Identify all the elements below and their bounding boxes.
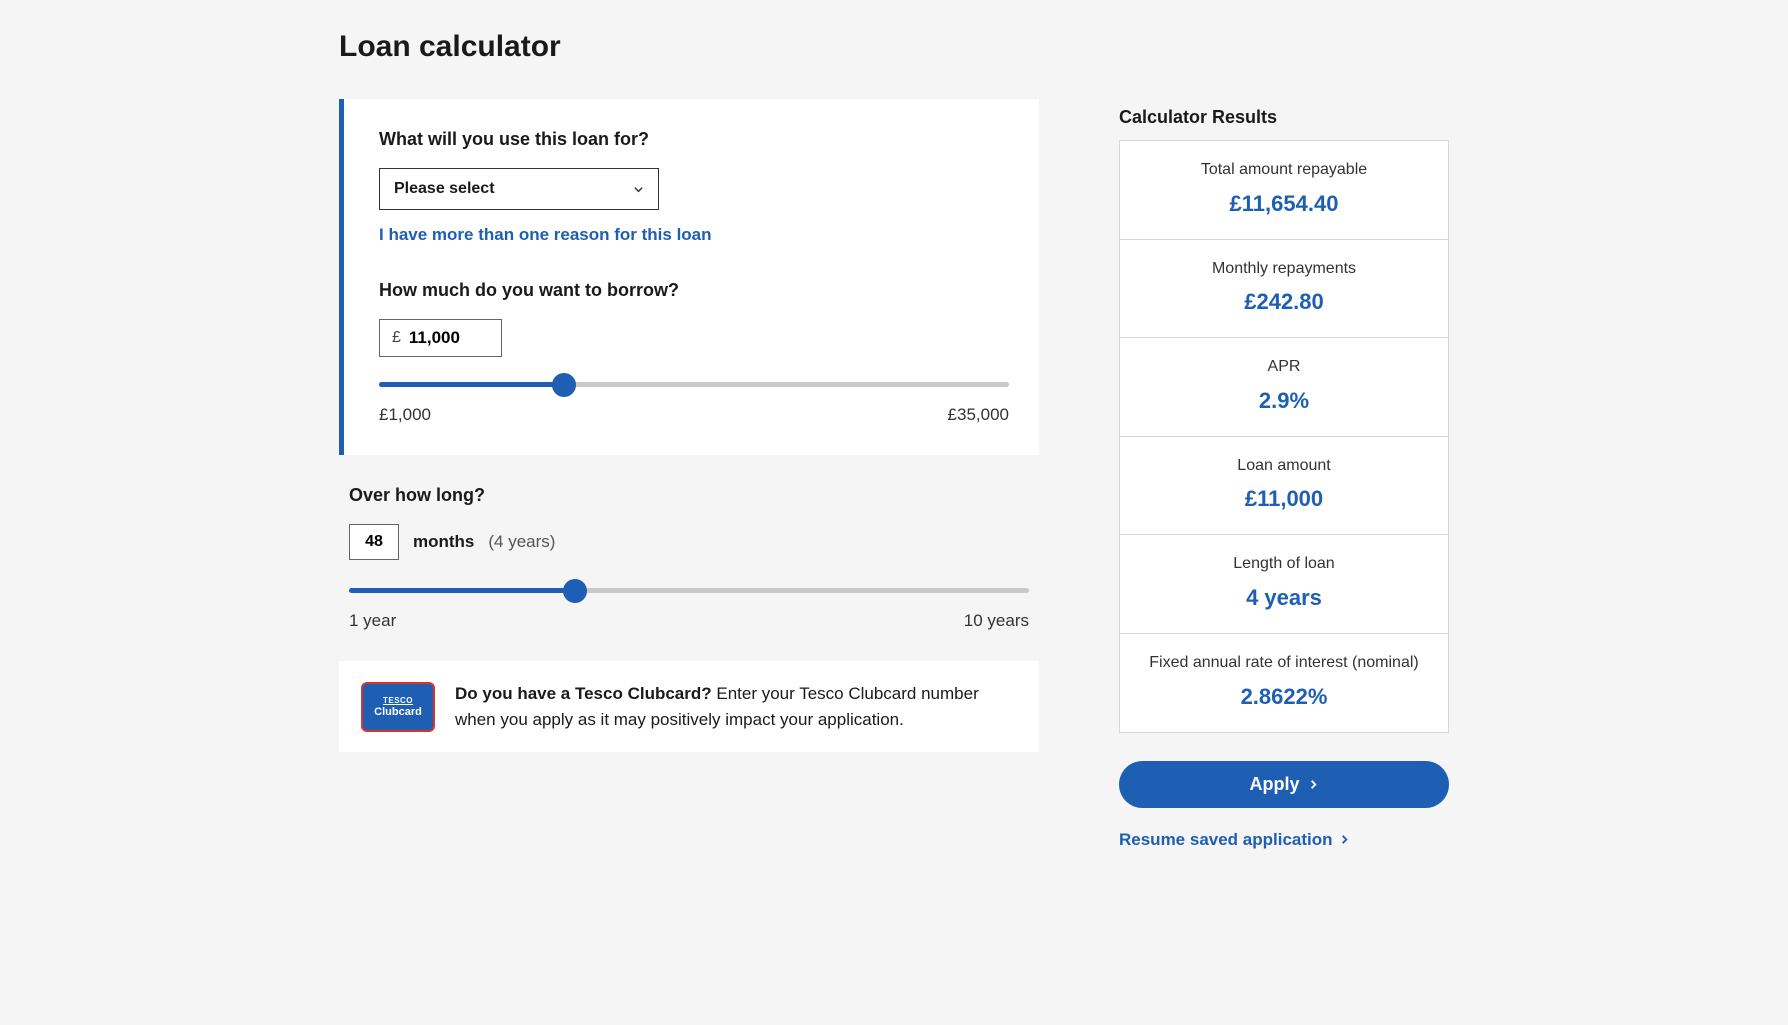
term-years-label: (4 years) bbox=[488, 532, 555, 552]
page-title: Loan calculator bbox=[339, 30, 1449, 64]
amount-label: How much do you want to borrow? bbox=[379, 280, 1009, 301]
term-months-input[interactable] bbox=[349, 524, 399, 560]
clubcard-badge-line2: Clubcard bbox=[374, 706, 422, 718]
loan-purpose-selected: Please select bbox=[394, 180, 495, 198]
clubcard-badge-line1: TESCO bbox=[383, 696, 413, 705]
amount-slider-max: £35,000 bbox=[948, 405, 1009, 425]
amount-slider-labels: £1,000 £35,000 bbox=[379, 405, 1009, 425]
result-loan-amount: Loan amount £11,000 bbox=[1120, 437, 1448, 536]
term-slider-max: 10 years bbox=[964, 611, 1029, 631]
loan-purpose-label: What will you use this loan for? bbox=[379, 129, 1009, 150]
results-heading: Calculator Results bbox=[1119, 107, 1449, 128]
term-label: Over how long? bbox=[349, 485, 1029, 506]
term-slider-min: 1 year bbox=[349, 611, 396, 631]
amount-input-wrapper: £ bbox=[379, 319, 502, 357]
currency-symbol: £ bbox=[392, 329, 401, 347]
term-slider-thumb[interactable] bbox=[563, 579, 587, 603]
term-slider[interactable] bbox=[349, 588, 1029, 593]
apply-label: Apply bbox=[1249, 774, 1299, 795]
chevron-right-icon bbox=[1339, 834, 1350, 845]
results-box: Total amount repayable £11,654.40 Monthl… bbox=[1119, 140, 1449, 733]
term-unit-label: months bbox=[413, 532, 474, 552]
chevron-right-icon bbox=[1308, 779, 1319, 790]
loan-inputs-card: What will you use this loan for? Please … bbox=[339, 99, 1039, 455]
clubcard-text: Do you have a Tesco Clubcard? Enter your… bbox=[455, 681, 1017, 732]
term-slider-labels: 1 year 10 years bbox=[349, 611, 1029, 631]
amount-slider-thumb[interactable] bbox=[552, 373, 576, 397]
term-slider-fill bbox=[349, 588, 575, 593]
amount-slider-fill bbox=[379, 382, 564, 387]
loan-purpose-select[interactable]: Please select bbox=[379, 168, 659, 210]
apply-button[interactable]: Apply bbox=[1119, 761, 1449, 808]
result-nominal-rate: Fixed annual rate of interest (nominal) … bbox=[1120, 634, 1448, 732]
amount-input[interactable] bbox=[409, 328, 489, 348]
multi-reason-link[interactable]: I have more than one reason for this loa… bbox=[379, 225, 712, 245]
resume-application-link[interactable]: Resume saved application bbox=[1119, 830, 1350, 850]
amount-slider[interactable] bbox=[379, 382, 1009, 387]
result-total-repayable: Total amount repayable £11,654.40 bbox=[1120, 141, 1448, 240]
resume-label: Resume saved application bbox=[1119, 830, 1333, 850]
clubcard-card: TESCO Clubcard Do you have a Tesco Clubc… bbox=[339, 661, 1039, 752]
amount-slider-min: £1,000 bbox=[379, 405, 431, 425]
term-section: Over how long? months (4 years) 1 year 1… bbox=[339, 485, 1039, 631]
clubcard-prompt-bold: Do you have a Tesco Clubcard? bbox=[455, 684, 712, 703]
clubcard-badge: TESCO Clubcard bbox=[361, 682, 435, 732]
result-monthly-repayments: Monthly repayments £242.80 bbox=[1120, 240, 1448, 339]
chevron-down-icon bbox=[633, 184, 644, 195]
result-length-of-loan: Length of loan 4 years bbox=[1120, 535, 1448, 634]
result-apr: APR 2.9% bbox=[1120, 338, 1448, 437]
